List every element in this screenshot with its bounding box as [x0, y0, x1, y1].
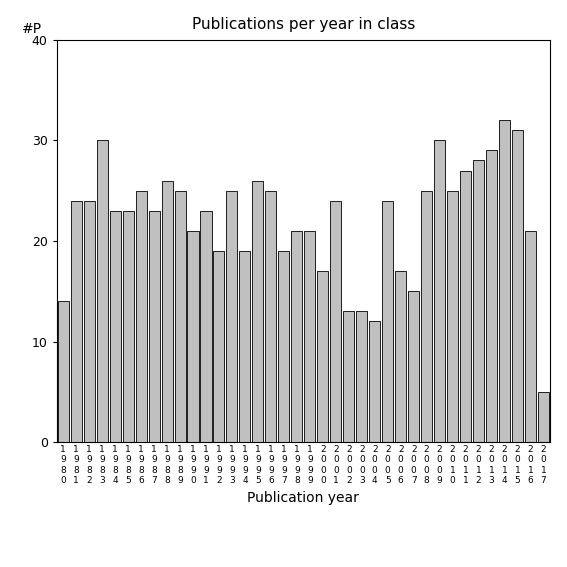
- Bar: [84, 201, 95, 442]
- Bar: [226, 191, 238, 442]
- Bar: [512, 130, 523, 442]
- Bar: [343, 311, 354, 442]
- Bar: [434, 141, 445, 442]
- Title: Publications per year in class: Publications per year in class: [192, 16, 415, 32]
- Bar: [291, 231, 302, 442]
- Bar: [122, 211, 134, 442]
- Bar: [96, 141, 108, 442]
- Bar: [149, 211, 159, 442]
- Bar: [201, 211, 211, 442]
- X-axis label: Publication year: Publication year: [247, 491, 359, 505]
- Bar: [447, 191, 458, 442]
- Bar: [525, 231, 536, 442]
- Bar: [356, 311, 367, 442]
- Bar: [499, 120, 510, 442]
- Bar: [252, 180, 264, 442]
- Bar: [369, 321, 380, 442]
- Bar: [136, 191, 147, 442]
- Bar: [239, 251, 251, 442]
- Bar: [538, 392, 549, 442]
- Bar: [395, 271, 406, 442]
- Bar: [278, 251, 289, 442]
- Bar: [58, 302, 69, 442]
- Bar: [162, 180, 172, 442]
- Bar: [486, 150, 497, 442]
- Bar: [265, 191, 276, 442]
- Bar: [473, 160, 484, 442]
- Bar: [304, 231, 315, 442]
- Bar: [382, 201, 393, 442]
- Bar: [460, 171, 471, 442]
- Bar: [213, 251, 225, 442]
- Bar: [331, 201, 341, 442]
- Bar: [318, 271, 328, 442]
- Bar: [408, 291, 419, 442]
- Bar: [421, 191, 432, 442]
- Text: #P: #P: [22, 22, 43, 36]
- Bar: [109, 211, 121, 442]
- Bar: [71, 201, 82, 442]
- Bar: [175, 191, 185, 442]
- Bar: [188, 231, 198, 442]
